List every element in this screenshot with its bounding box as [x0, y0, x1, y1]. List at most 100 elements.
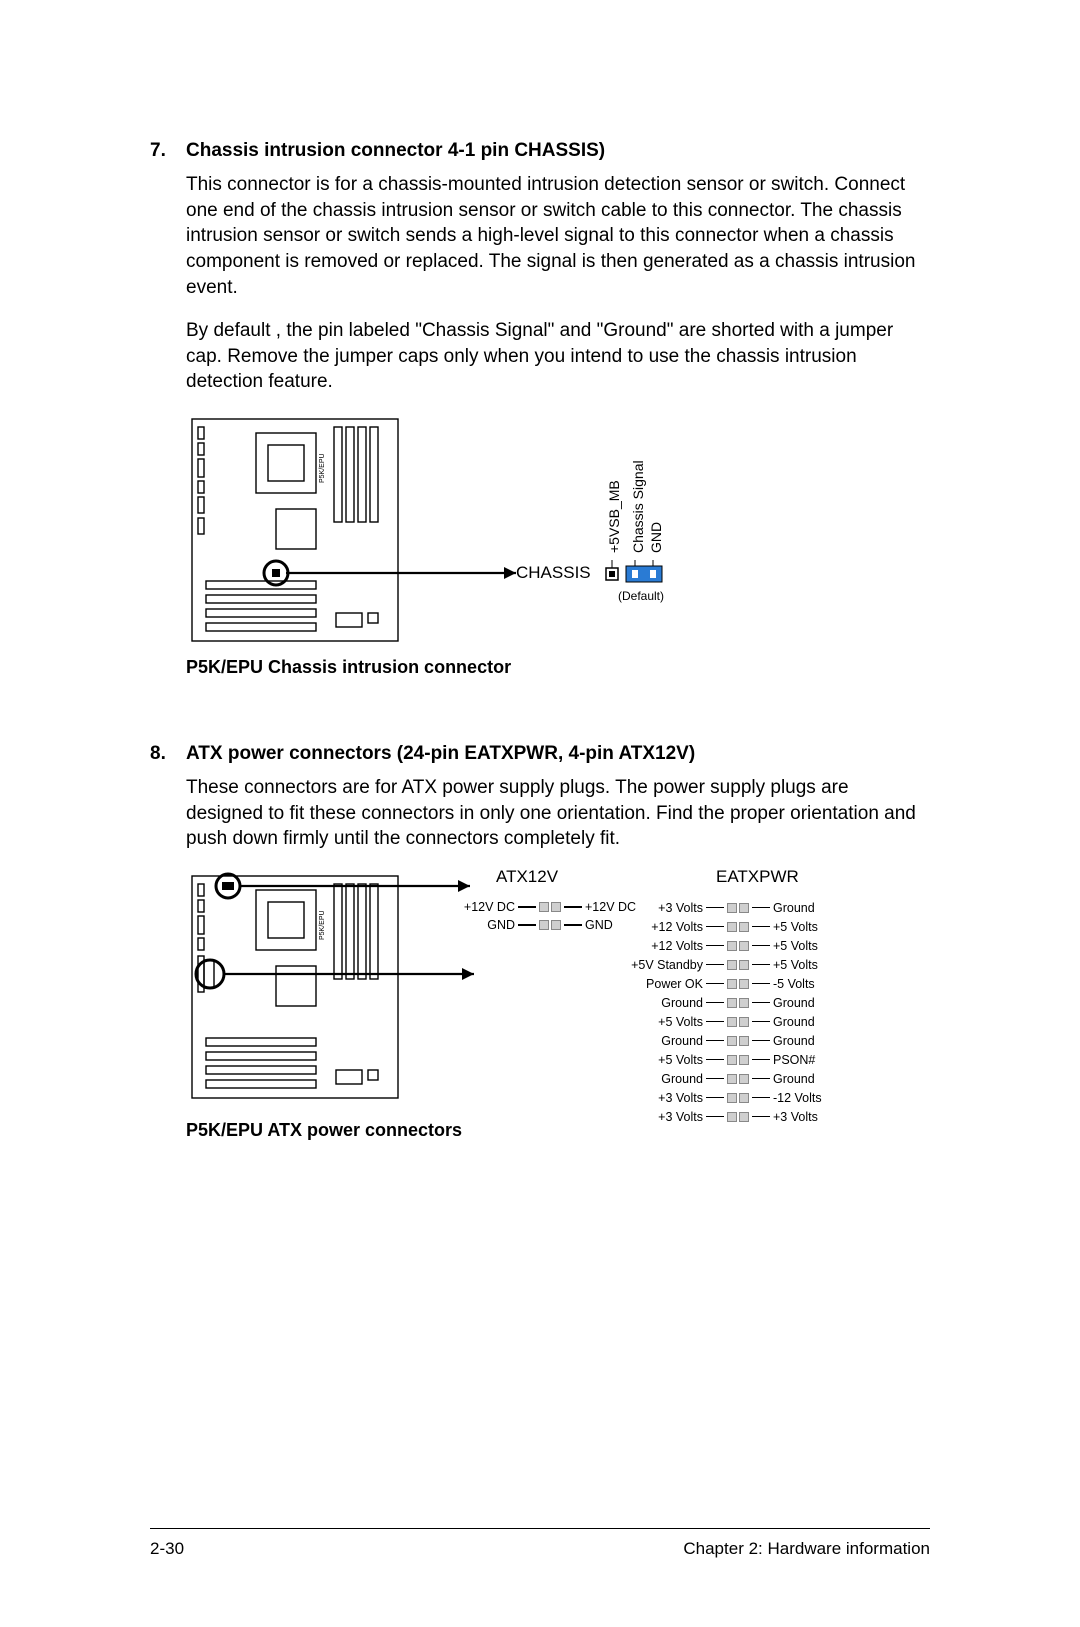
- wire-icon: [706, 1040, 724, 1042]
- wire-icon: [752, 1116, 770, 1118]
- eatxpwr-left-label: +5V Standby: [626, 958, 706, 972]
- eatxpwr-row: +3 Volts-12 Volts: [626, 1088, 845, 1107]
- eatxpwr-row: Power OK -5 Volts: [626, 974, 845, 993]
- wire-icon: [752, 1078, 770, 1080]
- pin-pair-icon: [724, 958, 752, 972]
- pin-pair-icon: [536, 900, 564, 914]
- section-8-para-1: These connectors are for ATX power suppl…: [186, 775, 930, 852]
- eatxpwr-left-label: Ground: [626, 1034, 706, 1048]
- atx12v-left-label: GND: [438, 918, 518, 932]
- wire-icon: [706, 1078, 724, 1080]
- section-7: 7.Chassis intrusion connector 4-1 pin CH…: [150, 140, 930, 693]
- wire-icon: [752, 1097, 770, 1099]
- eatxpwr-row: +12 Volts +5 Volts: [626, 936, 845, 955]
- section-7-heading: 7.Chassis intrusion connector 4-1 pin CH…: [150, 140, 930, 162]
- arrow-icon: [286, 559, 546, 589]
- pin-pair-icon: [724, 1072, 752, 1086]
- eatxpwr-left-label: +12 Volts: [626, 920, 706, 934]
- eatxpwr-left-label: +12 Volts: [626, 939, 706, 953]
- section-8-number: 8.: [150, 743, 186, 765]
- wire-icon: [706, 1002, 724, 1004]
- section-8: 8.ATX power connectors (24-pin EATXPWR, …: [150, 743, 930, 1230]
- wire-icon: [752, 964, 770, 966]
- pin-pair-icon: [724, 920, 752, 934]
- eatxpwr-left-label: Ground: [626, 1072, 706, 1086]
- eatxpwr-pin-block: +3 VoltsGround+12 Volts+5 Volts+12 Volts…: [626, 898, 845, 1126]
- pin-pair-icon: [724, 1110, 752, 1124]
- eatxpwr-row: Ground Ground: [626, 1031, 845, 1050]
- pin-pair-icon: [724, 901, 752, 915]
- chassis-diagram: P5K/EPU CHASSIS +5VSB_MB Chassis Signal …: [186, 413, 930, 693]
- wire-icon: [706, 964, 724, 966]
- eatxpwr-right-label: PSON#: [770, 1053, 845, 1067]
- pin-pair-icon: [724, 996, 752, 1010]
- section-8-heading: 8.ATX power connectors (24-pin EATXPWR, …: [150, 743, 930, 765]
- eatxpwr-right-label: -5 Volts: [770, 977, 845, 991]
- eatxpwr-left-label: +3 Volts: [626, 901, 706, 915]
- wire-icon: [706, 907, 724, 909]
- eatxpwr-right-label: +5 Volts: [770, 939, 845, 953]
- eatxpwr-row: +5V Standby +5 Volts: [626, 955, 845, 974]
- arrow-eatxpwr-icon: [224, 968, 494, 1078]
- wire-icon: [752, 1021, 770, 1023]
- chassis-label: CHASSIS: [516, 563, 591, 583]
- wire-icon: [706, 1021, 724, 1023]
- atx-diagram: P5K/EPU ATX12V EATXPWR +12V DC+12V DCGND…: [186, 870, 930, 1230]
- pin-label-chassis-signal: Chassis Signal: [630, 461, 646, 554]
- section-7-number: 7.: [150, 140, 186, 162]
- wire-icon: [752, 1059, 770, 1061]
- eatxpwr-row: +3 Volts+3 Volts: [626, 1107, 845, 1126]
- svg-text:P5K/EPU: P5K/EPU: [319, 454, 326, 484]
- wire-icon: [752, 907, 770, 909]
- eatxpwr-right-label: Ground: [770, 996, 845, 1010]
- default-label: (Default): [618, 589, 664, 603]
- eatxpwr-row: +5 Volts PSON#: [626, 1050, 845, 1069]
- wire-icon: [706, 1097, 724, 1099]
- atx-diagram-caption: P5K/EPU ATX power connectors: [186, 1120, 462, 1141]
- arrow-atx12v-icon: [240, 878, 490, 898]
- wire-icon: [752, 945, 770, 947]
- chassis-diagram-caption: P5K/EPU Chassis intrusion connector: [186, 657, 511, 678]
- wire-icon: [564, 906, 582, 908]
- wire-icon: [706, 926, 724, 928]
- eatxpwr-left-label: Power OK: [626, 977, 706, 991]
- wire-icon: [752, 983, 770, 985]
- eatxpwr-right-label: Ground: [770, 1015, 845, 1029]
- eatxpwr-left-label: +3 Volts: [626, 1091, 706, 1105]
- atx12v-title: ATX12V: [496, 867, 558, 887]
- eatxpwr-row: +5 Volts Ground: [626, 1012, 845, 1031]
- section-7-para-1: This connector is for a chassis-mounted …: [186, 172, 930, 300]
- pin-pair-icon: [724, 1034, 752, 1048]
- wire-icon: [564, 924, 582, 926]
- wire-icon: [706, 983, 724, 985]
- wire-icon: [752, 926, 770, 928]
- eatxpwr-left-label: +5 Volts: [626, 1015, 706, 1029]
- eatxpwr-right-label: Ground: [770, 1034, 845, 1048]
- wire-icon: [706, 945, 724, 947]
- wire-icon: [752, 1002, 770, 1004]
- eatxpwr-row: +3 Volts Ground: [626, 898, 845, 917]
- pin-pair-icon: [724, 1053, 752, 1067]
- wire-icon: [518, 906, 536, 908]
- pin-pair-icon: [724, 977, 752, 991]
- atx12v-row: GNDGND: [438, 916, 657, 934]
- section-7-title: Chassis intrusion connector 4-1 pin CHAS…: [186, 140, 605, 161]
- pin-label-5vsb: +5VSB_MB: [606, 480, 622, 553]
- svg-text:P5K/EPU: P5K/EPU: [319, 910, 326, 940]
- atx12v-pin-block: +12V DC+12V DCGNDGND: [438, 898, 657, 934]
- pin-pair-icon: [724, 939, 752, 953]
- eatxpwr-right-label: +5 Volts: [770, 920, 845, 934]
- eatxpwr-right-label: +5 Volts: [770, 958, 845, 972]
- wire-icon: [706, 1059, 724, 1061]
- section-8-title: ATX power connectors (24-pin EATXPWR, 4-…: [186, 743, 695, 764]
- section-7-para-2: By default , the pin labeled "Chassis Si…: [186, 318, 930, 395]
- eatxpwr-row: +12 Volts +5 Volts: [626, 917, 845, 936]
- eatxpwr-left-label: +5 Volts: [626, 1053, 706, 1067]
- atx12v-left-label: +12V DC: [438, 900, 518, 914]
- wire-icon: [518, 924, 536, 926]
- atx12v-row: +12V DC+12V DC: [438, 898, 657, 916]
- pin-pair-icon: [724, 1091, 752, 1105]
- eatxpwr-right-label: Ground: [770, 901, 845, 915]
- pin-pair-icon: [536, 918, 564, 932]
- wire-icon: [706, 1116, 724, 1118]
